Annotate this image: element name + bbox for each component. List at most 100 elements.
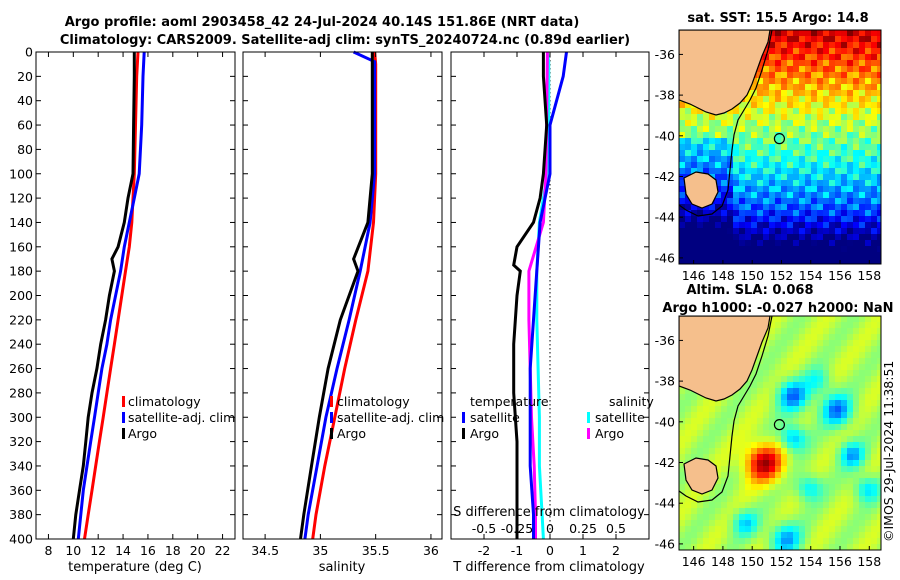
altimetry-cell xyxy=(865,334,871,340)
sst-cell xyxy=(823,258,829,264)
altimetry-cell xyxy=(793,346,799,352)
sst-cell xyxy=(775,162,781,168)
altimetry-cell xyxy=(805,394,811,400)
altimetry-land-mainland xyxy=(679,316,771,402)
altimetry-cell xyxy=(691,538,697,544)
sst-cell xyxy=(877,126,881,132)
sst-cell xyxy=(865,120,871,126)
sst-cell xyxy=(817,216,823,222)
altimetry-cell xyxy=(787,466,793,472)
sst-cell xyxy=(811,252,817,258)
sst-cell xyxy=(841,186,847,192)
altimetry-cell xyxy=(823,448,829,454)
sst-cell xyxy=(769,66,775,72)
sst-cell xyxy=(871,246,877,252)
sst-cell xyxy=(709,162,715,168)
altimetry-cell xyxy=(853,400,859,406)
altimetry-cell xyxy=(841,394,847,400)
sst-cell xyxy=(775,204,781,210)
altimetry-cell xyxy=(733,514,739,520)
sst-cell xyxy=(763,222,769,228)
altimetry-cell xyxy=(847,358,853,364)
sst-cell xyxy=(805,30,811,36)
sst-cell xyxy=(787,60,793,66)
altimetry-cell xyxy=(685,514,691,520)
x-tick-label: -2 xyxy=(478,543,490,558)
altimetry-cell xyxy=(781,490,787,496)
altimetry-cell xyxy=(679,442,685,448)
altimetry-cell xyxy=(871,412,877,418)
altimetry-cell xyxy=(739,394,745,400)
sst-cell xyxy=(751,204,757,210)
altimetry-cell xyxy=(853,436,859,442)
altimetry-cell xyxy=(829,418,835,424)
sst-cell xyxy=(859,138,865,144)
altimetry-cell xyxy=(799,472,805,478)
altimetry-cell xyxy=(775,412,781,418)
altimetry-cell xyxy=(769,394,775,400)
sst-cell xyxy=(733,246,739,252)
sst-cell xyxy=(775,60,781,66)
sst-cell xyxy=(751,168,757,174)
sst-cell xyxy=(829,66,835,72)
altimetry-cell xyxy=(823,466,829,472)
sst-cell xyxy=(727,222,733,228)
map-y-tick-label: -36 xyxy=(655,47,675,62)
sst-cell xyxy=(805,96,811,102)
sst-cell xyxy=(859,132,865,138)
altimetry-cell xyxy=(787,484,793,490)
altimetry-cell xyxy=(769,466,775,472)
altimetry-cell xyxy=(751,466,757,472)
sst-cell xyxy=(829,192,835,198)
top-x-tick-label: 0.5 xyxy=(606,521,626,536)
sst-cell xyxy=(829,30,835,36)
sst-cell xyxy=(847,72,853,78)
altimetry-cell xyxy=(697,526,703,532)
sst-cell xyxy=(727,240,733,246)
altimetry-cell xyxy=(805,484,811,490)
sst-cell xyxy=(871,42,877,48)
altimetry-cell xyxy=(763,538,769,544)
sst-cell xyxy=(769,150,775,156)
altimetry-cell xyxy=(703,442,709,448)
sst-cell xyxy=(853,168,859,174)
sst-cell xyxy=(787,198,793,204)
sst-cell xyxy=(823,120,829,126)
x-tick-label: 34.5 xyxy=(251,543,279,558)
sst-cell xyxy=(871,162,877,168)
sst-cell xyxy=(847,156,853,162)
sst-cell xyxy=(865,42,871,48)
sst-cell xyxy=(757,120,763,126)
altimetry-cell xyxy=(757,418,763,424)
altimetry-cell xyxy=(811,508,817,514)
altimetry-cell xyxy=(715,448,721,454)
sst-cell xyxy=(697,210,703,216)
sst-cell xyxy=(805,258,811,264)
altimetry-cell xyxy=(817,316,823,322)
sst-cell xyxy=(829,138,835,144)
altimetry-cell xyxy=(829,334,835,340)
sst-cell xyxy=(733,114,739,120)
altimetry-cell xyxy=(721,502,727,508)
altimetry-cell xyxy=(823,328,829,334)
altimetry-cell xyxy=(847,526,853,532)
sst-cell xyxy=(745,216,751,222)
sst-cell xyxy=(835,168,841,174)
sst-cell xyxy=(739,210,745,216)
altimetry-cell xyxy=(859,334,865,340)
altimetry-cell xyxy=(799,436,805,442)
legend-swatch-satellite xyxy=(122,412,125,423)
altimetry-cell xyxy=(871,490,877,496)
altimetry-cell xyxy=(787,340,793,346)
sst-cell xyxy=(691,246,697,252)
altimetry-land-tasmania xyxy=(683,457,719,495)
sst-cell xyxy=(859,180,865,186)
altimetry-cell xyxy=(847,484,853,490)
sst-cell xyxy=(877,54,881,60)
altimetry-cell xyxy=(787,436,793,442)
altimetry-cell xyxy=(847,448,853,454)
altimetry-cell xyxy=(805,430,811,436)
altimetry-cell xyxy=(877,370,881,376)
altimetry-cell xyxy=(757,472,763,478)
sst-cell xyxy=(811,240,817,246)
